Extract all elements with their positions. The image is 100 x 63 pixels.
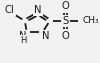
Text: Cl: Cl	[5, 5, 15, 15]
Text: N: N	[34, 5, 42, 15]
Text: N: N	[42, 31, 50, 41]
Text: S: S	[63, 16, 69, 26]
Text: N: N	[19, 31, 27, 41]
Text: CH₃: CH₃	[83, 16, 99, 25]
Text: O: O	[62, 31, 70, 41]
Text: O: O	[62, 1, 70, 11]
Text: H: H	[20, 36, 26, 45]
